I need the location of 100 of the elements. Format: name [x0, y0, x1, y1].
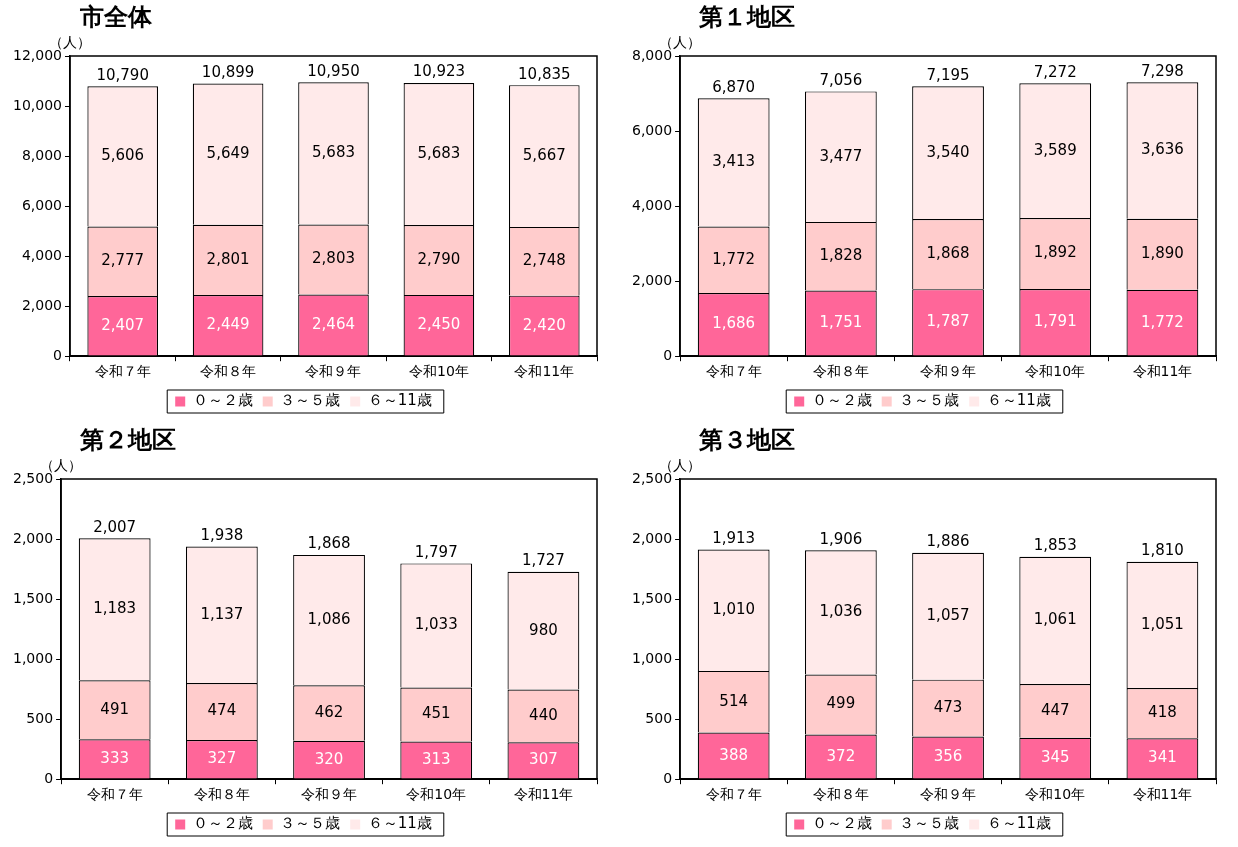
data-label: 1,057 — [926, 606, 970, 625]
data-label: 2,803 — [312, 249, 355, 268]
y-tick-label: 6,000 — [21, 196, 62, 213]
total-label: 1,810 — [1140, 541, 1184, 560]
data-label: 2,790 — [417, 249, 461, 268]
data-label: 462 — [314, 702, 344, 721]
total-label: 1,913 — [712, 529, 756, 547]
data-label: 320 — [314, 749, 344, 768]
data-label: 1,086 — [307, 609, 351, 628]
total-label: 1,868 — [307, 534, 351, 553]
data-label: 333 — [100, 748, 129, 767]
data-label: 5,606 — [101, 146, 145, 165]
y-axis-title: （人） — [659, 33, 702, 50]
legend-label: ３～５歳 — [280, 391, 341, 410]
data-label: 3,477 — [819, 146, 863, 165]
total-label: 10,835 — [518, 64, 571, 83]
data-label: 388 — [719, 745, 748, 764]
x-tick-label: 令和７年 — [705, 363, 762, 380]
data-label: 1,868 — [926, 243, 970, 262]
data-label: 1,791 — [1033, 312, 1077, 331]
x-tick-label: 令和９年 — [920, 363, 977, 380]
data-label: 5,683 — [417, 143, 461, 162]
legend-label: ０～２歳 — [811, 814, 872, 833]
legend-label: ６～11歳 — [367, 814, 432, 833]
data-label: 341 — [1148, 748, 1177, 767]
total-label: 6,870 — [712, 77, 756, 96]
data-label: 2,407 — [101, 315, 145, 334]
total-label: 10,899 — [201, 62, 255, 81]
data-label: 440 — [529, 705, 558, 724]
x-tick-label: 令和10年 — [1025, 786, 1086, 803]
data-label: 1,183 — [93, 599, 137, 618]
data-label: 345 — [1040, 748, 1070, 767]
data-label: 451 — [421, 704, 451, 723]
data-label: 1,751 — [819, 312, 863, 331]
data-label: 499 — [826, 694, 856, 713]
data-label: 1,772 — [1140, 312, 1184, 331]
x-tick-label: 令和11年 — [513, 786, 574, 803]
total-label: 7,298 — [1140, 61, 1184, 80]
data-label: 1,892 — [1033, 243, 1077, 262]
data-label: 3,636 — [1140, 140, 1184, 159]
total-label: 10,923 — [412, 62, 466, 81]
data-label: 1,036 — [819, 602, 863, 621]
data-label: 327 — [207, 749, 237, 768]
y-tick-label: 1,000 — [12, 649, 54, 666]
chart-title: 第３地区 — [698, 425, 796, 456]
x-tick-label: 令和11年 — [1132, 363, 1193, 380]
data-label: 307 — [529, 750, 558, 769]
y-tick-label: 4,000 — [21, 246, 62, 263]
total-label: 10,790 — [96, 65, 149, 84]
y-tick-label: 6,000 — [631, 121, 673, 138]
data-label: 2,801 — [206, 249, 250, 268]
y-tick-label: 10,000 — [12, 96, 62, 113]
legend-label: ０～２歳 — [192, 391, 253, 410]
legend-label: ３～５歳 — [899, 814, 960, 833]
data-label: 5,667 — [522, 145, 566, 164]
x-tick-label: 令和８年 — [200, 363, 257, 380]
data-label: 447 — [1040, 700, 1070, 719]
total-label: 1,906 — [819, 529, 863, 548]
total-label: 1,797 — [414, 542, 458, 561]
chart-title: 第１地区 — [698, 2, 796, 33]
y-tick-label: 0 — [663, 769, 673, 786]
total-label: 7,195 — [926, 65, 970, 84]
x-tick-label: 令和９年 — [301, 786, 358, 803]
data-label: 5,683 — [312, 143, 355, 162]
chart-title: 第２地区 — [79, 425, 177, 456]
x-tick-label: 令和７年 — [94, 363, 151, 380]
data-label: 1,033 — [414, 615, 458, 634]
x-tick-label: 令和７年 — [86, 786, 143, 803]
x-tick-label: 令和７年 — [705, 786, 762, 803]
data-label: 418 — [1148, 703, 1177, 722]
y-tick-label: 500 — [26, 709, 54, 726]
total-label: 7,056 — [819, 70, 863, 89]
legend-label: ０～２歳 — [811, 391, 872, 410]
data-label: 1,787 — [926, 312, 970, 331]
data-label: 356 — [933, 747, 963, 766]
y-tick-label: 2,000 — [12, 529, 54, 546]
y-tick-label: 2,000 — [631, 271, 673, 288]
legend-label: ３～５歳 — [899, 391, 960, 410]
y-tick-label: 1,500 — [631, 589, 673, 606]
data-label: 372 — [826, 746, 856, 765]
y-tick-label: 1,000 — [631, 649, 673, 666]
data-label: 1,686 — [712, 314, 756, 333]
total-label: 1,886 — [926, 532, 970, 551]
y-tick-label: 8,000 — [21, 146, 62, 163]
data-label: 3,540 — [926, 142, 970, 161]
x-tick-label: 令和11年 — [1132, 786, 1193, 803]
x-tick-label: 令和９年 — [305, 363, 362, 380]
x-tick-label: 令和10年 — [408, 363, 469, 380]
y-axis-title: （人） — [48, 33, 91, 50]
data-label: 313 — [421, 750, 451, 769]
x-tick-label: 令和８年 — [193, 786, 250, 803]
data-label: 1,010 — [712, 600, 756, 619]
legend-label: ６～11歳 — [367, 391, 432, 410]
y-tick-label: 1,500 — [12, 589, 54, 606]
data-label: 2,777 — [101, 251, 145, 270]
y-tick-label: 0 — [53, 346, 62, 363]
data-label: 1,828 — [819, 246, 863, 265]
y-tick-label: 2,000 — [21, 296, 62, 313]
y-axis-title: （人） — [40, 456, 83, 473]
legend-label: ０～２歳 — [192, 814, 253, 833]
